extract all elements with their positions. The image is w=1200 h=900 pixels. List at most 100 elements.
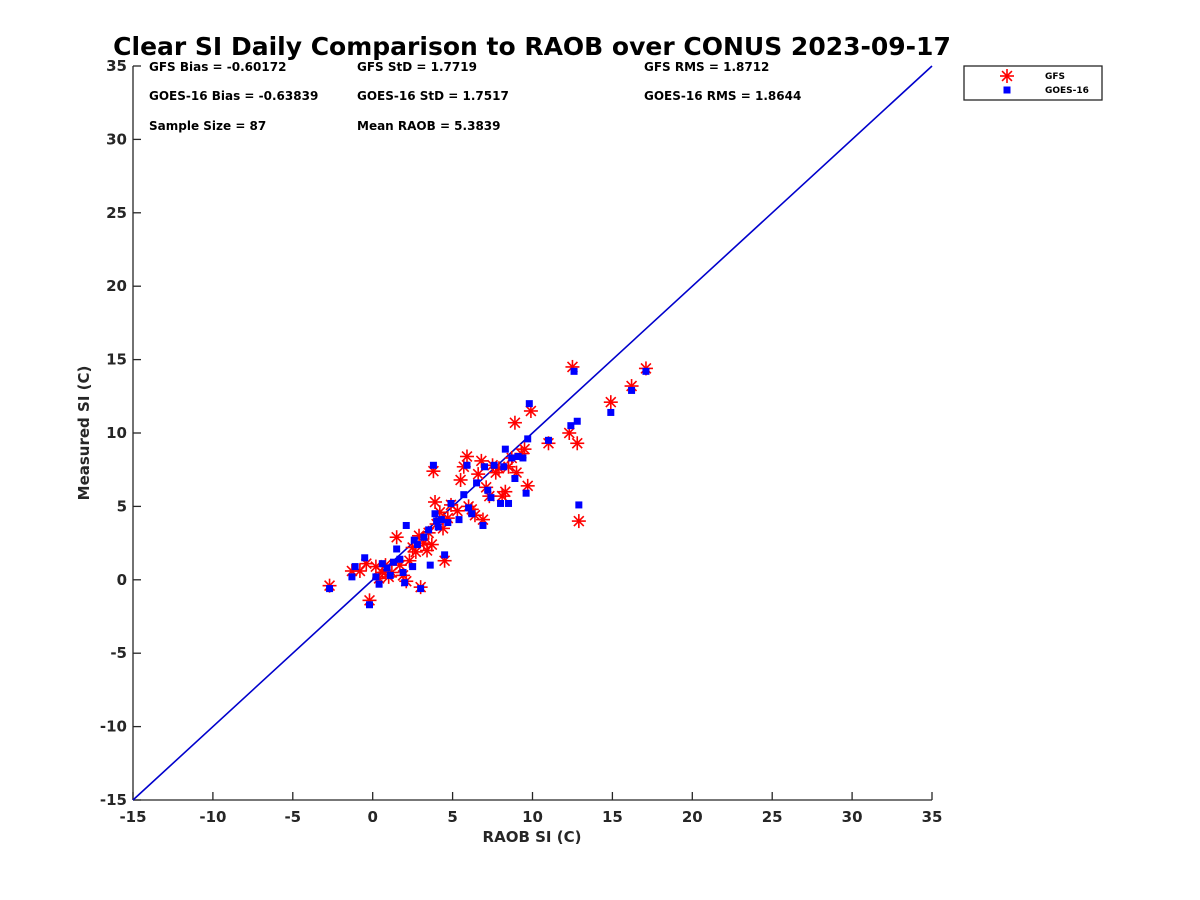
goes16-point [508, 454, 516, 462]
goes16-point [524, 435, 532, 443]
goes16-point [361, 554, 369, 562]
y-tick-label: 15 [106, 351, 127, 369]
goes16-point [484, 486, 492, 494]
goes16-point [396, 555, 404, 563]
y-tick-label: 0 [117, 571, 127, 589]
stat-text: Sample Size = 87 [149, 119, 266, 133]
goes16-point [473, 479, 481, 487]
goes16-point [570, 367, 578, 375]
goes16-point [511, 475, 519, 483]
goes16-point [455, 516, 463, 524]
gfs-point [517, 442, 532, 457]
gfs-point [570, 436, 585, 451]
y-tick-label: 30 [106, 130, 127, 148]
legend-gfs-marker [1000, 69, 1014, 83]
goes16-point [444, 519, 452, 527]
goes16-point [433, 517, 441, 525]
goes16-point [505, 499, 513, 507]
y-tick-label: 25 [106, 204, 127, 222]
plot-area: -15 -10 -5 0 5 10 15 20 25 30 35 -15 -10 -5 0 5 10 15 20 25… [100, 57, 943, 826]
goes16-point [468, 510, 476, 518]
y-tick-label: 10 [106, 424, 127, 442]
y-axis-title: Measured SI (C) [75, 366, 93, 501]
series-goes-16 [326, 367, 650, 609]
legend-label: GOES-16 [1045, 86, 1089, 96]
x-tick-label: -15 [119, 808, 146, 826]
goes16-point [431, 510, 439, 518]
y-tick-label: 20 [106, 277, 127, 295]
goes16-point [522, 489, 530, 497]
goes16-point [434, 523, 442, 531]
goes16-point [628, 386, 636, 394]
stat-text: GFS RMS = 1.8712 [644, 60, 769, 74]
goes16-point [575, 501, 583, 509]
gfs-point [507, 415, 522, 430]
goes16-point [375, 580, 383, 588]
stat-text: GOES-16 Bias = -0.63839 [149, 89, 318, 103]
gfs-point [471, 467, 486, 482]
goes16-point [501, 445, 509, 453]
chart-title: Clear SI Daily Comparison to RAOB over C… [113, 32, 951, 61]
stat-text: Mean RAOB = 5.3839 [357, 119, 501, 133]
goes16-point [417, 585, 425, 593]
goes16-point [413, 541, 421, 549]
y-tick-label: 35 [106, 57, 127, 75]
goes16-point [479, 521, 487, 529]
stat-text: GOES-16 RMS = 1.8644 [644, 89, 801, 103]
goes16-point [429, 461, 437, 469]
goes16-point [490, 461, 498, 469]
goes16-point [402, 521, 410, 529]
goes16-point [409, 563, 417, 571]
goes16-point [399, 568, 407, 576]
stat-text: GFS StD = 1.7719 [357, 60, 477, 74]
stats-annotations: GFS Bias = -0.60172 GFS StD = 1.7719 GFS R… [149, 60, 801, 133]
goes16-point [420, 533, 428, 541]
goes16-point [326, 585, 334, 593]
x-tick-label: 10 [522, 808, 543, 826]
gfs-point [424, 537, 439, 552]
one-to-one-line [132, 65, 933, 801]
data-series [322, 359, 653, 609]
gfs-point [603, 395, 618, 410]
gfs-point [453, 472, 468, 487]
x-tick-label: 5 [447, 808, 457, 826]
goes16-point [481, 463, 489, 471]
legend-box [963, 65, 1103, 101]
y-tick-label: 5 [117, 497, 127, 515]
goes16-point [567, 422, 575, 430]
goes16-point [607, 408, 615, 416]
goes16-point [437, 516, 445, 524]
goes16-point [441, 551, 449, 559]
legend: GFS GOES-16 [963, 65, 1103, 101]
series-gfs [322, 359, 653, 608]
goes16-point [426, 561, 434, 569]
goes16-point [487, 494, 495, 502]
goes16-point [465, 504, 473, 512]
x-tick-label: 35 [922, 808, 943, 826]
gfs-point [459, 449, 474, 464]
goes16-point [544, 436, 552, 444]
goes16-point [366, 601, 374, 609]
x-tick-label: 30 [842, 808, 863, 826]
goes16-point [348, 573, 356, 581]
goes16-point [463, 461, 471, 469]
gfs-point [389, 530, 404, 545]
goes16-point [425, 526, 433, 534]
goes16-point [573, 417, 581, 425]
stat-text: GFS Bias = -0.60172 [149, 60, 286, 74]
goes16-point [386, 571, 394, 579]
goes16-point [389, 558, 397, 566]
goes16-point [642, 367, 650, 375]
goes16-point [460, 491, 468, 499]
goes16-point [447, 499, 455, 507]
gfs-point [428, 494, 443, 509]
x-tick-label: 15 [602, 808, 623, 826]
y-tick-label: -15 [100, 791, 127, 809]
ticks: -15 -10 -5 0 5 10 15 20 25 30 35 -15 -10 -5 0 5 10 15 20 25… [100, 57, 943, 826]
goes16-point [351, 563, 359, 571]
gfs-point [498, 484, 513, 499]
goes16-point [500, 463, 508, 471]
gfs-point [436, 521, 451, 536]
x-tick-label: -5 [284, 808, 301, 826]
